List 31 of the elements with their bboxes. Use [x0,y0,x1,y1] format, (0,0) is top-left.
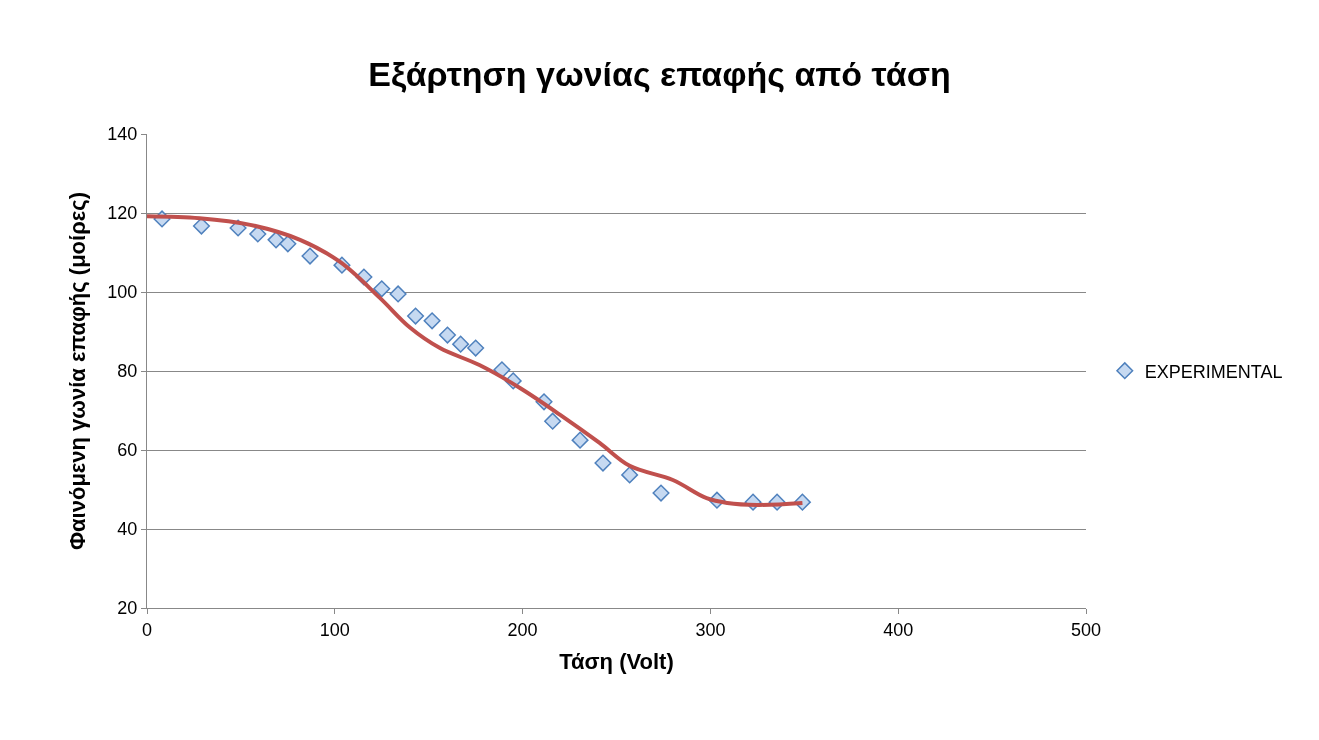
y-tick-label: 40 [117,519,138,540]
y-tick-label: 120 [107,203,138,224]
y-tick-label: 80 [117,361,138,382]
legend-label: EXPERIMENTAL [1144,361,1283,382]
point [373,280,391,298]
point [571,431,589,449]
point [467,339,485,357]
point [407,307,425,325]
point [652,484,670,502]
x-tick-label: 0 [141,619,153,640]
y-tick-label: 140 [107,124,138,145]
x-axis-title: Τάση (Volt) [559,649,674,675]
y-tick-label: 100 [107,282,138,303]
x-tick-label: 500 [1070,619,1102,640]
point [279,235,297,253]
x-tick-label: 400 [883,619,914,640]
point [438,326,457,344]
y-tick-label: 20 [117,598,138,619]
point [621,466,639,484]
point [544,412,562,430]
x-tick-label: 300 [695,619,726,640]
point [389,285,407,303]
point [594,454,612,472]
chart-title: Εξάρτηση γωνίας επαφής από τάση [368,54,951,93]
x-tick-label: 100 [319,619,350,640]
point [301,247,319,265]
y-axis-title: Φαινόμενη γωνία επαφής (μοίρες) [65,192,91,550]
x-tick-label: 200 [507,619,538,640]
point [423,312,441,330]
point [452,335,470,353]
y-tick-label: 60 [117,440,138,461]
